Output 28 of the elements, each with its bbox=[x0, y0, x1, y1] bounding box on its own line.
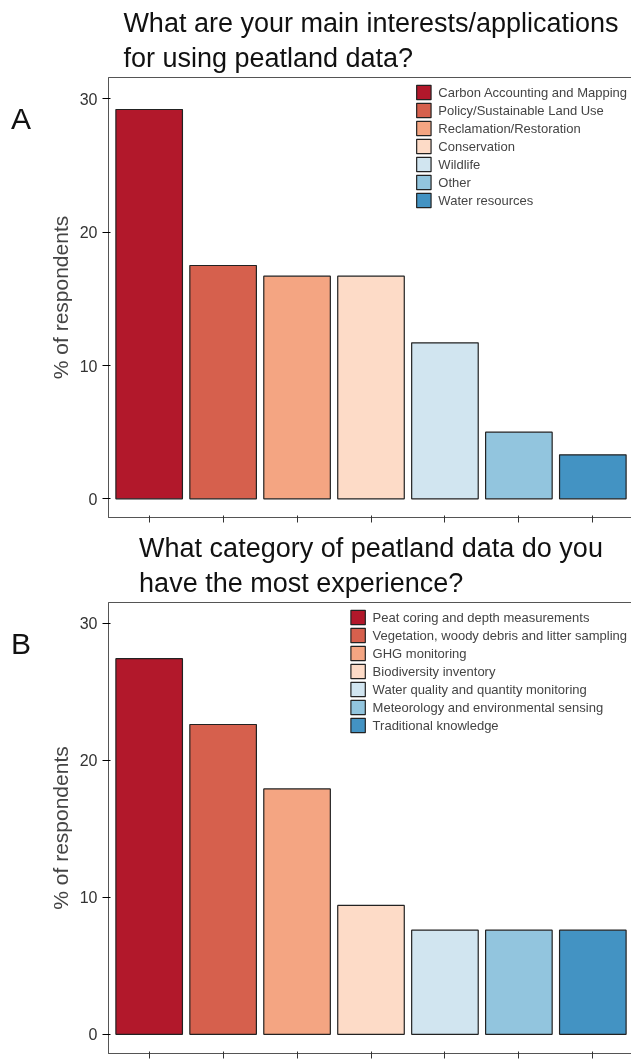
legend-label: Water resources bbox=[438, 191, 534, 209]
chart-title: What category of peatland data do you have the most experience? bbox=[139, 533, 603, 598]
legend-label: Traditional knowledge bbox=[372, 716, 499, 734]
y-tick-label: 20 bbox=[79, 752, 98, 770]
text: A bbox=[11, 101, 32, 137]
legend-label: Meteorology and environmental sensing bbox=[372, 698, 604, 716]
y-axis-title: % of respondents bbox=[48, 215, 72, 380]
legend-label: Water quality and quantity monitoring bbox=[372, 680, 587, 698]
legend-label: Vegetation, woody debris and litter sampling bbox=[372, 626, 627, 644]
y-tick-label: 20 bbox=[79, 224, 98, 242]
legend-label: GHG monitoring bbox=[372, 644, 467, 662]
legend-label: Peat coring and depth measurements bbox=[372, 608, 590, 626]
legend-label: Biodiversity inventory bbox=[372, 662, 496, 680]
y-tick-label: 0 bbox=[88, 490, 98, 508]
y-tick-label: 0 bbox=[88, 1026, 98, 1044]
legend-label: Wildlife bbox=[438, 155, 481, 173]
chart-title: What are your main interests/applications for using peatland data? bbox=[123, 8, 619, 73]
y-tick-label: 30 bbox=[79, 90, 98, 108]
legend-label: Carbon Accounting and Mapping bbox=[438, 83, 627, 101]
legend-label: Conservation bbox=[438, 137, 515, 155]
text: B bbox=[11, 626, 32, 662]
legend-label: Policy/Sustainable Land Use bbox=[438, 101, 604, 119]
legend-label: Other bbox=[438, 173, 471, 191]
y-tick-label: 30 bbox=[79, 615, 98, 633]
legend-label: Reclamation/Restoration bbox=[438, 119, 581, 137]
y-tick-label: 10 bbox=[79, 357, 98, 375]
y-tick-label: 10 bbox=[79, 889, 98, 907]
y-axis-title: % of respondents bbox=[48, 746, 72, 910]
